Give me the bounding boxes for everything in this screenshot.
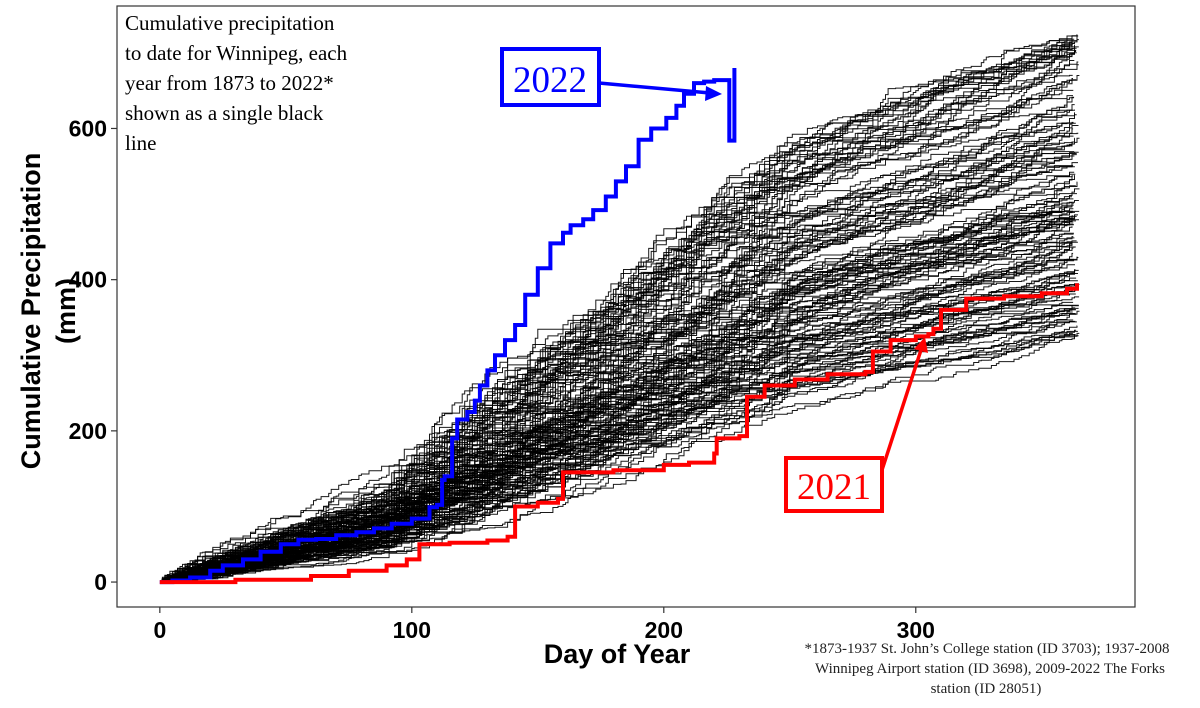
footnote-line-2: Winnipeg Airport station (ID 3698), 2009… xyxy=(815,661,1165,677)
series-line-historical xyxy=(161,241,1073,583)
y-tick-label: 600 xyxy=(69,115,107,141)
series-line-historical xyxy=(161,198,1074,583)
annotation-line-5: line xyxy=(125,131,157,155)
series-line-2021 xyxy=(159,283,1079,585)
callout-2022-label: 2022 xyxy=(513,60,587,101)
callout-2021-arrow xyxy=(880,349,923,471)
callout-2021-box xyxy=(784,456,884,513)
series-line-2022 xyxy=(159,68,737,585)
x-tick-label: 100 xyxy=(393,617,431,643)
series-line-historical xyxy=(162,247,1074,583)
series-line-historical xyxy=(162,185,1076,583)
series-line-historical xyxy=(162,296,1080,583)
y-axis-title-line-1: Cumulative Precipitation xyxy=(16,153,46,470)
annotation-line-3: year from 1873 to 2022* xyxy=(125,71,334,95)
x-axis-title: Day of Year xyxy=(544,639,691,669)
x-tick-label: 300 xyxy=(897,617,935,643)
x-tick-label: 200 xyxy=(645,617,683,643)
series-line-historical xyxy=(162,49,1077,583)
callout-2021: 2021 xyxy=(784,337,928,513)
footnote-line-3: station (ID 28051) xyxy=(931,681,1042,697)
footnote-line-1: *1873-1937 St. John’s College station (I… xyxy=(805,641,1170,657)
y-axis-title-line-2: (mm) xyxy=(51,278,81,344)
series-line-historical xyxy=(162,128,1074,583)
callout-2021-label: 2021 xyxy=(797,467,871,508)
annotation-line-4: shown as a single black xyxy=(125,101,324,125)
series-line-historical xyxy=(162,305,1074,583)
series-line-historical xyxy=(162,224,1074,583)
series-line-historical xyxy=(162,335,1079,583)
historical-series-group xyxy=(161,34,1080,583)
series-line-historical xyxy=(162,109,1073,583)
series-line-historical xyxy=(162,309,1076,583)
x-tick-label: 0 xyxy=(153,617,166,643)
highlighted-series-group xyxy=(159,68,1079,585)
callout-2022: 2022 xyxy=(500,47,722,107)
y-tick-label: 0 xyxy=(94,569,107,595)
callout-2022-arrow xyxy=(598,81,711,95)
callout-2022-box xyxy=(500,47,601,107)
series-line-historical xyxy=(162,89,1074,583)
series-line-historical xyxy=(162,38,1075,583)
axes: 0 100 200 300 0 200 400 600 xyxy=(69,115,935,643)
annotation-line-1: Cumulative precipitation xyxy=(125,11,335,35)
series-line-historical xyxy=(161,122,1074,583)
series-line-historical xyxy=(162,51,1077,583)
series-line-historical xyxy=(161,305,1079,583)
y-tick-label: 400 xyxy=(69,267,107,293)
annotation-line-2: to date for Winnipeg, each xyxy=(125,41,348,65)
y-tick-label: 200 xyxy=(69,418,107,444)
callout-2022-arrowhead xyxy=(705,86,722,101)
callout-2021-arrowhead xyxy=(914,337,928,353)
series-line-historical xyxy=(162,35,1078,583)
series-line-historical xyxy=(161,325,1078,583)
series-line-historical xyxy=(162,200,1079,583)
